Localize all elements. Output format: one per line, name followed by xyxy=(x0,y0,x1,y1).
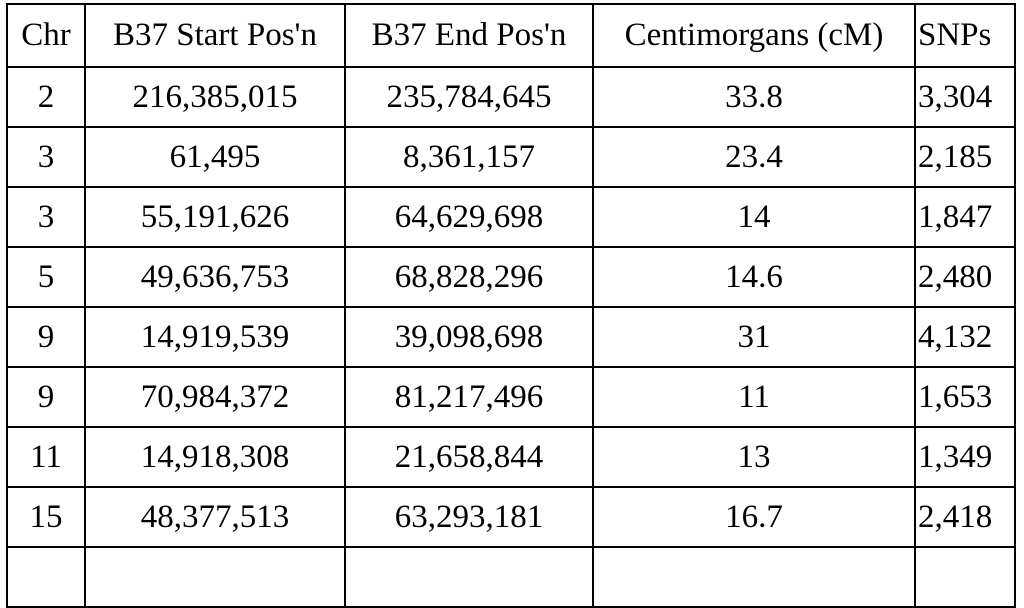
partial-row xyxy=(6,546,1016,608)
table-cell: 21,658,844 xyxy=(344,426,594,488)
table-cell: 55,191,626 xyxy=(84,186,346,248)
table-row: 9 70,984,372 81,217,496 11 1,653 xyxy=(6,366,1016,428)
table-cell: 3 xyxy=(6,186,86,248)
table-cell: 2,185 xyxy=(914,126,1016,188)
table-row: 9 14,919,539 39,098,698 31 4,132 xyxy=(6,306,1016,368)
table-cell: 14,919,539 xyxy=(84,306,346,368)
table-cell: 235,784,645 xyxy=(344,66,594,128)
table-cell: 16.7 xyxy=(592,486,916,548)
table-cell: 70,984,372 xyxy=(84,366,346,428)
table-row: 2 216,385,015 235,784,645 33.8 3,304 xyxy=(6,66,1016,128)
table-cell: 2,418 xyxy=(914,486,1016,548)
table-cell: 5 xyxy=(6,246,86,308)
page: {"table": { "header": ["Chr", "B37 Start… xyxy=(6,3,1016,608)
table-row: 3 55,191,626 64,629,698 14 1,847 xyxy=(6,186,1016,248)
table-cell: 2 xyxy=(6,66,86,128)
header-cell: B37 End Pos'n xyxy=(344,3,594,68)
table-row: 15 48,377,513 63,293,181 16.7 2,418 xyxy=(6,486,1016,548)
table-row: 3 61,495 8,361,157 23.4 2,185 xyxy=(6,126,1016,188)
table-row: 11 14,918,308 21,658,844 13 1,349 xyxy=(6,426,1016,488)
header-row: Chr B37 Start Pos'n B37 End Pos'n Centimorg… xyxy=(6,3,1016,68)
table-cell: 1,653 xyxy=(914,366,1016,428)
empty-cell xyxy=(592,546,916,608)
table-row: 5 49,636,753 68,828,296 14.6 2,480 xyxy=(6,246,1016,308)
table-cell: 14 xyxy=(592,186,916,248)
table-cell: 63,293,181 xyxy=(344,486,594,548)
table-cell: 9 xyxy=(6,306,86,368)
table-cell: 14,918,308 xyxy=(84,426,346,488)
header-cell: Centimorgans (cM) xyxy=(592,3,916,68)
table-cell: 11 xyxy=(6,426,86,488)
table-cell: 9 xyxy=(6,366,86,428)
table-cell: 61,495 xyxy=(84,126,346,188)
table-cell: 39,098,698 xyxy=(344,306,594,368)
header-cell: B37 Start Pos'n xyxy=(84,3,346,68)
table-cell: 11 xyxy=(592,366,916,428)
table-cell: 13 xyxy=(592,426,916,488)
body: Chr B37 Start Pos'n B37 End Pos'n Centimorg… xyxy=(6,3,1016,608)
table-cell: 64,629,698 xyxy=(344,186,594,248)
data-table: Chr B37 Start Pos'n B37 End Pos'n Centimorg… xyxy=(6,3,1016,608)
table-cell: 14.6 xyxy=(592,246,916,308)
table-cell: 4,132 xyxy=(914,306,1016,368)
table-cell: 2,480 xyxy=(914,246,1016,308)
table-body: 2 216,385,015 235,784,645 33.8 3,304 3 61,495 8… xyxy=(6,66,1016,548)
table-cell: 216,385,015 xyxy=(84,66,346,128)
table-cell: 1,847 xyxy=(914,186,1016,248)
table-cell: 8,361,157 xyxy=(344,126,594,188)
empty-cell xyxy=(914,546,1016,608)
empty-cell xyxy=(344,546,594,608)
empty-cell xyxy=(84,546,346,608)
table-cell: 1,349 xyxy=(914,426,1016,488)
table-cell: 3 xyxy=(6,126,86,188)
header-cell: SNPs xyxy=(914,3,1016,68)
table-tail xyxy=(6,546,1016,608)
table-head: Chr B37 Start Pos'n B37 End Pos'n Centimorg… xyxy=(6,3,1016,68)
table-cell: 15 xyxy=(6,486,86,548)
table-cell: 81,217,496 xyxy=(344,366,594,428)
empty-cell xyxy=(6,546,86,608)
table-cell: 49,636,753 xyxy=(84,246,346,308)
table-cell: 48,377,513 xyxy=(84,486,346,548)
table-cell: 33.8 xyxy=(592,66,916,128)
table-cell: 23.4 xyxy=(592,126,916,188)
header-cell: Chr xyxy=(6,3,86,68)
table-cell: 31 xyxy=(592,306,916,368)
table-cell: 68,828,296 xyxy=(344,246,594,308)
table-cell: 3,304 xyxy=(914,66,1016,128)
